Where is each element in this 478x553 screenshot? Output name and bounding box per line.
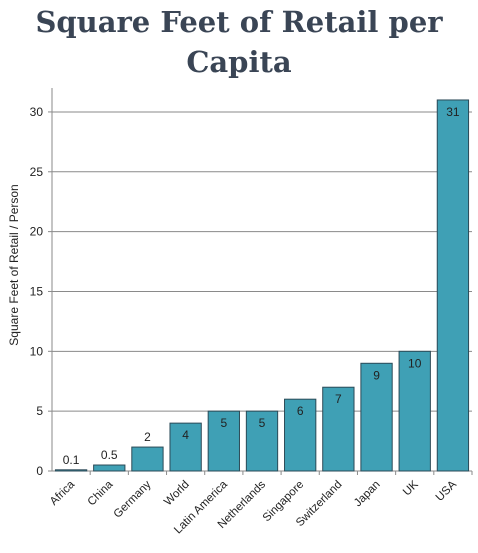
chart-title-line-1: Square Feet of Retail per <box>35 5 443 39</box>
y-axis-label: Square Feet of Retail / Person <box>7 184 21 345</box>
x-tick-label: China <box>86 478 116 508</box>
x-tick-label: UK <box>401 478 421 498</box>
bar-germany <box>131 446 164 472</box>
y-tick-label: 5 <box>36 404 43 418</box>
x-tick-label: Africa <box>48 478 78 508</box>
bar-switzerland <box>322 386 355 472</box>
x-tick-label: Germany <box>112 478 154 520</box>
bars <box>54 99 470 472</box>
x-tick-label: World <box>162 479 192 509</box>
bar-usa <box>436 99 470 472</box>
y-tick-label: 30 <box>30 105 44 119</box>
y-tick-label: 10 <box>30 344 44 358</box>
data-label: 10 <box>408 356 422 370</box>
chart-title-line-2: Capita <box>186 45 292 79</box>
x-tick-label: USA <box>434 478 459 503</box>
data-label: 31 <box>446 105 460 119</box>
y-tick-label: 15 <box>30 284 44 298</box>
data-label: 0.1 <box>63 453 80 467</box>
data-label: 5 <box>259 416 266 430</box>
bar-japan <box>360 362 393 472</box>
y-tick-label: 20 <box>30 225 44 239</box>
bar-singapore <box>284 398 317 472</box>
bar-netherlands <box>245 410 279 472</box>
chart-title: Square Feet of Retail per Capita <box>0 2 478 82</box>
data-label: 0.5 <box>101 448 118 462</box>
bar-africa <box>54 469 88 472</box>
data-label: 7 <box>335 392 342 406</box>
data-label: 4 <box>182 428 189 442</box>
data-label: 5 <box>220 416 227 430</box>
bar-china <box>93 464 126 472</box>
y-tick-label: 25 <box>30 165 44 179</box>
data-label: 2 <box>144 430 151 444</box>
bar-world <box>169 422 202 472</box>
x-tick-label: Japan <box>352 479 383 510</box>
bar-uk <box>398 350 431 472</box>
data-label: 9 <box>373 368 380 382</box>
data-label: 6 <box>297 404 304 418</box>
y-tick-label: 0 <box>36 464 43 478</box>
bar-latin-america <box>207 410 240 472</box>
